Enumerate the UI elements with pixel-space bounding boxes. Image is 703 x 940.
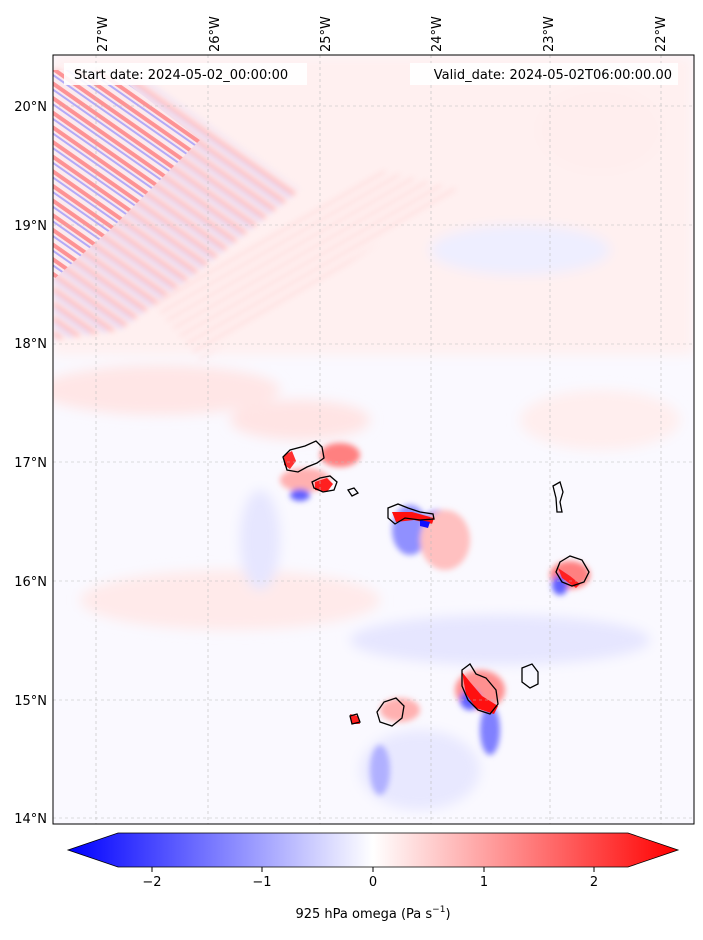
- coastline-santo-antao: [282, 440, 325, 473]
- island-coastlines: [282, 440, 590, 727]
- lon-label: 25°W: [319, 16, 334, 52]
- valid-date-label: Valid_date: 2024-05-02T06:00:00.00: [434, 68, 672, 83]
- lat-label: 19°N: [14, 219, 47, 234]
- lat-label: 20°N: [14, 100, 47, 115]
- lon-label: 26°W: [208, 16, 223, 52]
- lat-label: 16°N: [14, 575, 47, 590]
- colorbar-ticks: −2 −1 0 1 2: [142, 867, 598, 890]
- colorbar-tick-label: 2: [590, 875, 598, 890]
- lon-label: 27°W: [96, 16, 111, 52]
- coastline-boa-vista: [555, 555, 590, 587]
- latitude-labels: 20°N 19°N 18°N 17°N 16°N 15°N 14°N: [14, 100, 47, 827]
- coastline-santiago: [461, 663, 499, 715]
- coastline-brava: [349, 713, 361, 725]
- colorbar-tick-label: −1: [252, 875, 271, 890]
- map-panel: Start date: 2024-05-02_00:00:00 Valid_da…: [14, 16, 695, 827]
- coastline-fogo: [376, 697, 405, 727]
- lon-label: 24°W: [430, 16, 445, 52]
- colorbar-tick-label: 0: [369, 875, 377, 890]
- colorbar-tick-label: 1: [480, 875, 488, 890]
- lat-label: 18°N: [14, 337, 47, 352]
- colorbar-label: 925 hPa omega (Pa s−1): [295, 905, 450, 922]
- colorbar: −2 −1 0 1 2 925 hPa omega (Pa s−1): [66, 832, 680, 922]
- header-boxes: Start date: 2024-05-02_00:00:00 Valid_da…: [64, 63, 678, 85]
- colorbar-bar: [66, 832, 680, 868]
- coastline-sao-vicente: [311, 475, 338, 493]
- coastline-sao-nicolau: [387, 503, 435, 525]
- colorbar-tick-label: −2: [142, 875, 161, 890]
- longitude-labels: 27°W 26°W 25°W 24°W 23°W 22°W: [96, 16, 669, 52]
- map-frame: [52, 54, 695, 825]
- lat-label: 17°N: [14, 456, 47, 471]
- coastline-maio: [521, 663, 539, 689]
- omega-field: [53, 55, 694, 810]
- start-date-label: Start date: 2024-05-02_00:00:00: [74, 68, 288, 83]
- lat-label: 15°N: [14, 694, 47, 709]
- gridlines: [53, 55, 694, 824]
- lon-label: 23°W: [542, 16, 557, 52]
- coastline-santa-luzia: [346, 487, 360, 497]
- coastline-sal: [552, 481, 564, 513]
- lon-label: 22°W: [654, 16, 669, 52]
- lat-label: 14°N: [14, 812, 47, 827]
